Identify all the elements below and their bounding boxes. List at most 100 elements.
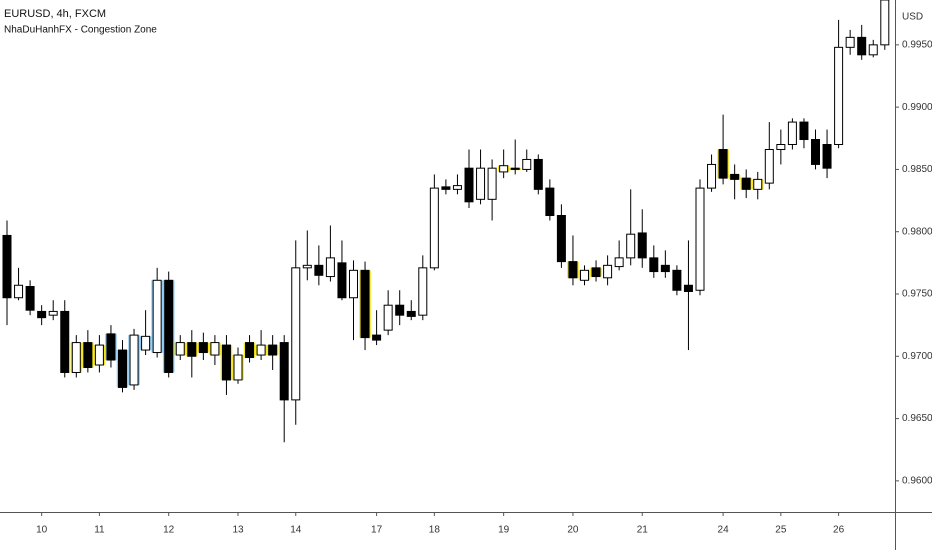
candle-body <box>880 0 890 46</box>
candle-body <box>787 121 797 146</box>
candle-body <box>476 167 486 200</box>
candle-body <box>314 264 324 276</box>
x-tick-label: 21 <box>637 525 649 536</box>
candle-body <box>187 342 197 357</box>
candle-body <box>372 334 382 341</box>
candle-body <box>499 165 509 173</box>
candle-body <box>48 310 58 316</box>
indicator-name: NhaDuHanhFX - Congestion Zone <box>4 25 157 36</box>
x-tick-label: 13 <box>232 525 244 536</box>
candle-body <box>245 342 255 359</box>
candle-body <box>868 44 878 56</box>
candle-body <box>2 234 12 299</box>
x-tick-label: 11 <box>94 525 105 536</box>
candle-body <box>660 264 670 273</box>
candle-body <box>776 144 786 150</box>
candle-body <box>141 335 151 351</box>
candle-body <box>175 342 185 356</box>
candle-body <box>349 269 358 299</box>
candle-body <box>556 215 566 263</box>
candle-body <box>406 310 416 317</box>
candle-body <box>106 333 116 361</box>
candle-body <box>441 186 451 190</box>
x-tick-label: 18 <box>429 525 441 536</box>
candle-body <box>845 36 855 48</box>
x-tick-label: 12 <box>163 525 175 536</box>
candle-body <box>256 344 266 356</box>
candle-body <box>221 344 231 381</box>
candle-body <box>533 158 543 190</box>
candle-body <box>14 284 24 299</box>
candle-body <box>302 264 312 269</box>
candle-body <box>649 257 659 273</box>
candle-body <box>683 284 693 293</box>
candle-body <box>591 267 601 278</box>
candle-body <box>626 233 636 259</box>
candle-body <box>603 264 613 279</box>
candle-body <box>707 163 717 189</box>
candle-body <box>718 148 728 179</box>
candle-body <box>268 344 278 356</box>
candle-body <box>510 167 520 170</box>
candle-body <box>60 310 70 373</box>
x-tick-label: 17 <box>371 525 383 536</box>
candle-body <box>730 173 740 180</box>
candle-body <box>325 257 335 278</box>
candle-body <box>129 334 139 386</box>
candle-body <box>695 187 705 291</box>
candle-body <box>83 342 93 368</box>
candle-body <box>568 261 578 279</box>
candle-body <box>418 267 428 316</box>
candle-body <box>672 269 682 291</box>
x-tick-label: 20 <box>567 525 579 536</box>
candle-body <box>741 177 751 190</box>
x-tick-label: 19 <box>498 525 510 536</box>
candle-body <box>360 269 370 339</box>
candle-body <box>811 139 820 165</box>
x-tick-label: 10 <box>36 525 48 536</box>
x-tick-label: 25 <box>775 525 787 536</box>
x-tick-label: 14 <box>290 525 302 536</box>
x-tick-label: 24 <box>718 525 730 536</box>
candle-body <box>94 344 104 366</box>
candle-body <box>383 304 393 331</box>
candle-body <box>429 187 439 269</box>
candle-body <box>291 267 301 401</box>
candle-body <box>637 232 647 259</box>
x-tick-label: 26 <box>833 525 845 536</box>
plot-area <box>2 0 890 443</box>
chart-title: EURUSD, 4h, FXCM <box>4 8 106 20</box>
candle-body <box>37 310 47 319</box>
currency-label: USD <box>902 12 923 23</box>
candle-body <box>799 121 809 141</box>
y-tick-label: 0.99500 <box>902 39 932 50</box>
candle-body <box>545 187 555 217</box>
candle-body <box>279 342 289 401</box>
candle-body <box>210 342 220 356</box>
candle-body <box>753 178 763 190</box>
candle-body <box>822 144 832 169</box>
candle-body <box>452 185 462 190</box>
candle-body <box>857 36 867 56</box>
candle-body <box>337 262 347 299</box>
candle-body <box>487 167 497 200</box>
candle-body <box>152 279 162 354</box>
candle-body <box>580 269 589 281</box>
candle-body <box>25 286 35 311</box>
candle-body <box>71 342 81 373</box>
candle-body <box>198 342 208 354</box>
candle-body <box>834 46 844 146</box>
candle-body <box>614 257 624 268</box>
candle-body <box>395 304 405 316</box>
candle-body <box>522 158 532 170</box>
candle-body <box>118 349 127 388</box>
candle-body <box>464 167 474 203</box>
